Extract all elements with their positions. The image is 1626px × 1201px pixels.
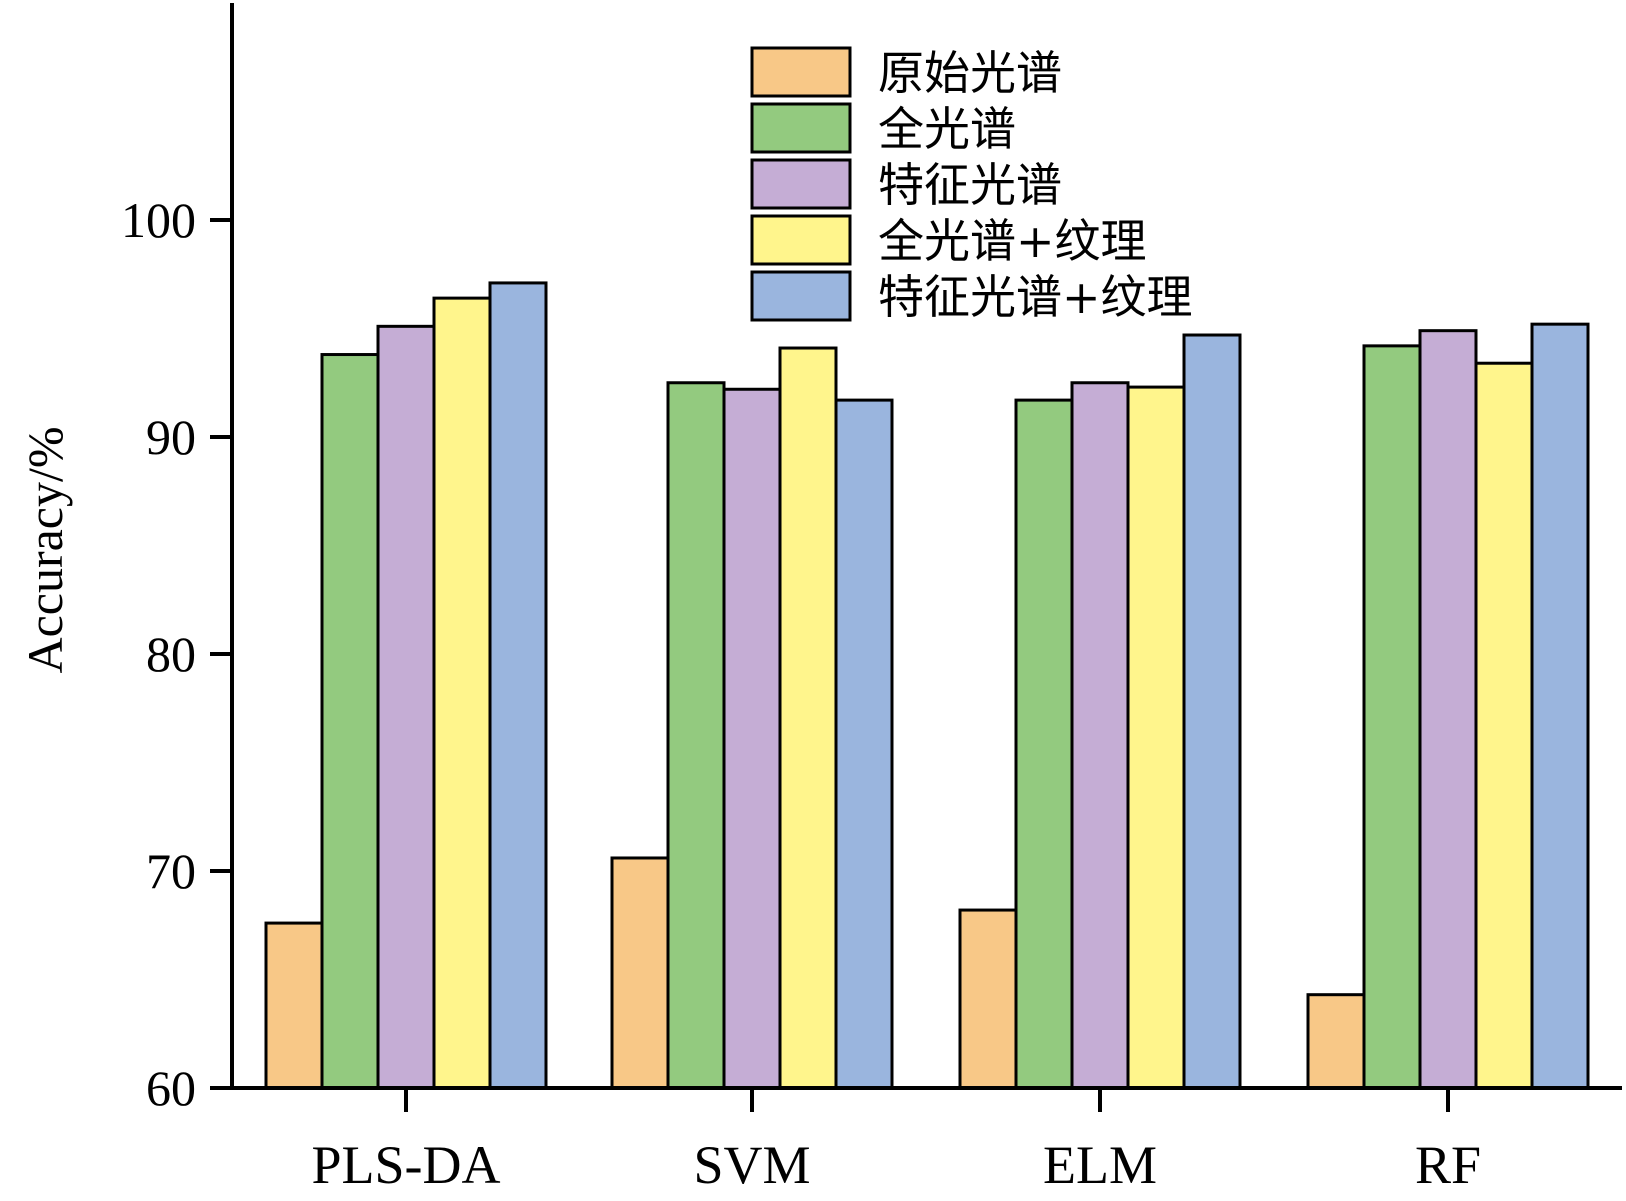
bars-group xyxy=(264,281,1590,1090)
legend-label: 全光谱 xyxy=(878,102,1016,156)
legend-swatch xyxy=(750,270,852,322)
legend-label: 特征光谱 xyxy=(878,158,1062,212)
bar-svm-series-0 xyxy=(610,856,670,1090)
bar-pls-da-series-0 xyxy=(264,921,324,1090)
x-tick-label: PLS-DA xyxy=(311,1135,500,1195)
bar-rf-series-2 xyxy=(1418,329,1478,1090)
bar-rf-series-1 xyxy=(1362,344,1422,1090)
bar-elm-series-1 xyxy=(1014,398,1074,1090)
y-tick-label: 80 xyxy=(146,626,196,682)
bar-svm-series-1 xyxy=(666,381,726,1090)
bar-pls-da-series-3 xyxy=(432,296,492,1090)
x-tick-label: ELM xyxy=(1043,1135,1157,1195)
bar-pls-da-series-2 xyxy=(376,324,436,1090)
legend-swatch xyxy=(750,214,852,266)
legend-label: 特征光谱+纹理 xyxy=(878,270,1193,324)
legend-swatch xyxy=(750,158,852,210)
bar-rf-series-3 xyxy=(1474,361,1534,1090)
y-tick-label: 100 xyxy=(121,192,196,248)
legend-swatch xyxy=(750,102,852,154)
y-tick-label: 90 xyxy=(146,409,196,465)
y-axis-title: Accuracy/% xyxy=(17,426,73,673)
y-tick-label: 60 xyxy=(146,1060,196,1116)
bar-rf-series-4 xyxy=(1530,322,1590,1090)
axes-group xyxy=(230,3,1622,1090)
x-tick-label: RF xyxy=(1415,1135,1481,1195)
bar-elm-series-4 xyxy=(1182,333,1242,1090)
bar-elm-series-3 xyxy=(1126,385,1186,1090)
y-ticks-group: 60 70 80 90 100 xyxy=(121,192,232,1116)
bar-pls-da-series-4 xyxy=(488,281,548,1090)
bar-svm-series-4 xyxy=(834,398,894,1090)
x-tick-label: SVM xyxy=(693,1135,810,1195)
bar-elm-series-2 xyxy=(1070,381,1130,1090)
bar-elm-series-0 xyxy=(958,908,1018,1090)
bar-svm-series-3 xyxy=(778,346,838,1090)
legend-swatch xyxy=(750,46,852,98)
bar-svm-series-2 xyxy=(722,387,782,1090)
bar-pls-da-series-1 xyxy=(320,353,380,1090)
x-ticks-group: PLS-DA SVM ELM RF xyxy=(311,1088,1481,1195)
legend-label: 原始光谱 xyxy=(878,46,1062,100)
legend-label: 全光谱+纹理 xyxy=(878,214,1147,268)
bar-rf-series-0 xyxy=(1306,993,1366,1090)
y-tick-label: 70 xyxy=(146,843,196,899)
